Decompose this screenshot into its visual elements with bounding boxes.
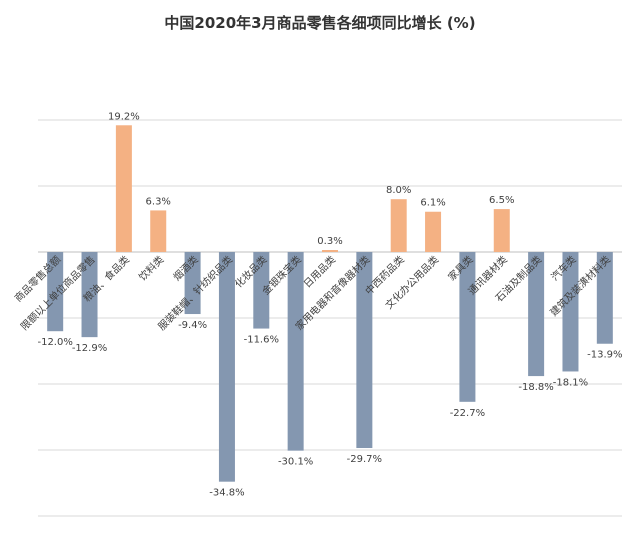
data-label: -11.6% (244, 335, 279, 346)
bar (47, 252, 64, 332)
bar (218, 252, 235, 482)
data-label: -34.8% (209, 488, 244, 499)
data-label: -12.9% (72, 343, 107, 354)
bar (253, 252, 270, 329)
bar (150, 210, 167, 252)
data-label: -29.7% (347, 454, 382, 465)
data-label: 6.1% (420, 198, 445, 209)
bar (425, 211, 442, 252)
category-label: 饮料类 (136, 253, 166, 283)
bar (115, 125, 132, 252)
bar (390, 199, 407, 252)
data-label: 19.2% (108, 111, 140, 122)
data-label: 8.0% (386, 185, 411, 196)
data-label: -22.7% (450, 408, 485, 419)
data-label: -18.1% (553, 377, 588, 388)
bar (356, 252, 373, 449)
data-label: -12.0% (37, 337, 72, 348)
data-label: 0.3% (317, 236, 342, 247)
bar (459, 252, 476, 402)
bar (562, 252, 579, 372)
data-label: -18.8% (518, 382, 553, 393)
chart-title: 中国2020年3月商品零售各细项同比增长 (%) (164, 14, 476, 32)
data-label: 6.3% (146, 196, 171, 207)
bar (493, 209, 510, 252)
bar (81, 252, 98, 338)
data-label: 6.5% (489, 195, 514, 206)
bar (596, 252, 613, 344)
bar (528, 252, 545, 377)
category-label: 日用品类 (301, 253, 338, 290)
data-label: -30.1% (278, 457, 313, 468)
bar (322, 250, 338, 252)
bar (287, 252, 304, 451)
data-label: -13.9% (587, 350, 622, 361)
bar (184, 252, 201, 315)
data-label: -9.4% (178, 320, 207, 331)
